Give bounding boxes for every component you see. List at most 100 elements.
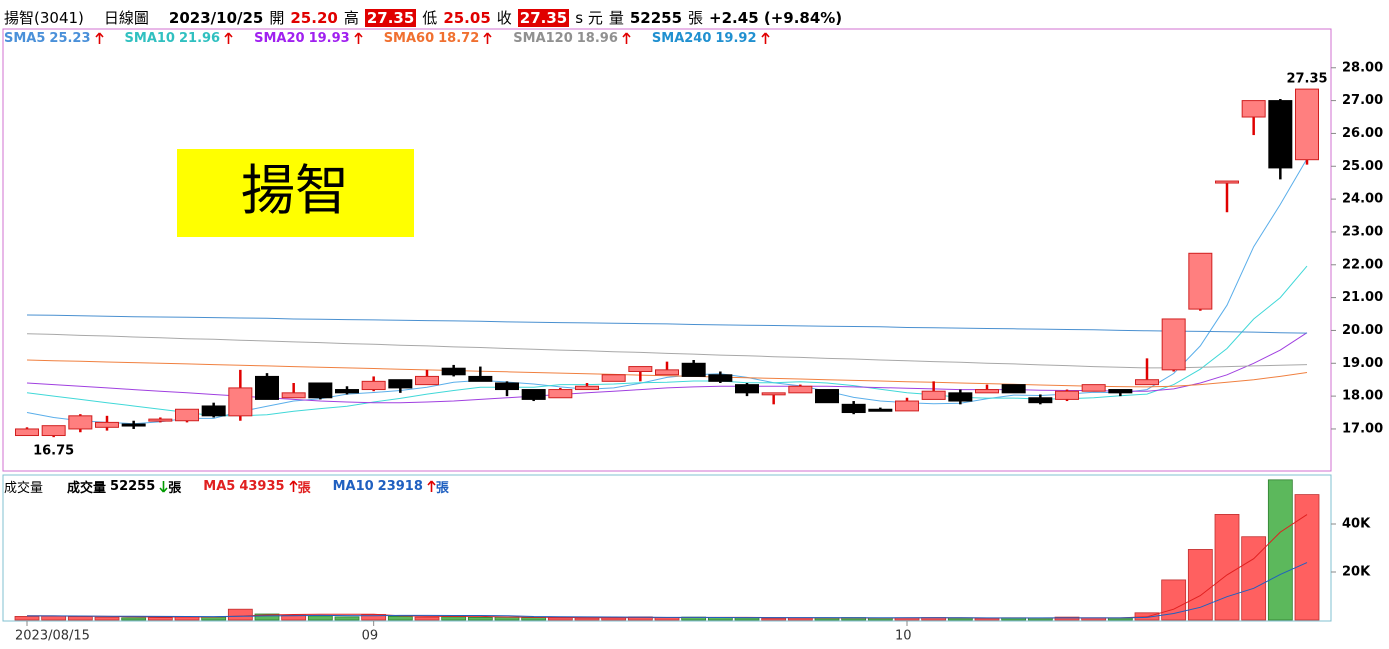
candle-body xyxy=(228,387,253,417)
trend-arrow xyxy=(427,480,436,492)
volume-bar xyxy=(281,614,307,621)
legend-entry: SMA60 18.72 xyxy=(384,31,496,46)
y-tick-label: 26.00 xyxy=(1342,126,1383,141)
legend-value: 21.96 xyxy=(178,31,221,46)
candle-body xyxy=(975,389,999,394)
arrow-shape xyxy=(622,32,631,44)
header: 揚智(3041) 日線圖 2023/10/25 開 25.20 高 27.35 … xyxy=(4,7,848,28)
legend-entry: 成交量 52255 張 xyxy=(67,477,185,496)
y-tick-label: 20K xyxy=(1342,565,1371,580)
legend-entry: SMA5 25.23 xyxy=(4,31,107,46)
candle-body xyxy=(708,374,733,382)
candle-body xyxy=(1241,100,1266,118)
x-tick-label: 09 xyxy=(362,629,379,644)
candle-body xyxy=(1268,100,1293,169)
volume-bar xyxy=(1214,514,1240,621)
legend-name: SMA20 xyxy=(254,31,305,46)
x-tick-label: 10 xyxy=(895,629,912,644)
trend-arrow xyxy=(354,32,363,44)
volume-bar xyxy=(1187,549,1213,621)
legend-name: SMA10 xyxy=(124,31,175,46)
x-tick-label: 2023/08/15 xyxy=(15,629,90,644)
legend-unit: 張 xyxy=(435,481,449,496)
date: 2023/10/25 xyxy=(168,8,264,27)
legend-value: 18.96 xyxy=(576,31,618,46)
y-tick-label: 40K xyxy=(1342,517,1371,532)
volume-bar xyxy=(121,617,147,621)
legend-value: 23918 xyxy=(377,479,423,494)
volume-bar xyxy=(1241,536,1267,621)
legend-entry: SMA120 18.96 xyxy=(513,31,634,46)
volume-bar xyxy=(761,617,787,621)
arrow-shape xyxy=(354,32,363,44)
volume-bar xyxy=(734,617,760,621)
trend-arrow xyxy=(288,480,298,492)
legend-value: 43935 xyxy=(239,479,285,494)
candle-body xyxy=(335,389,359,394)
volume-bar xyxy=(14,616,40,621)
currency: s 元 xyxy=(575,9,603,27)
legend-unit: 張 xyxy=(168,481,182,496)
high-value: 27.35 xyxy=(364,8,417,27)
ma-line xyxy=(27,562,1308,619)
candle-body xyxy=(575,385,599,391)
candle-body xyxy=(495,382,519,391)
candle-body xyxy=(361,380,386,391)
volume-bar xyxy=(41,615,67,621)
volume-bar xyxy=(307,615,333,621)
candle-body xyxy=(601,374,626,382)
volume-bar xyxy=(441,616,467,621)
candle-body xyxy=(868,408,893,412)
volume-bar xyxy=(974,617,1000,621)
volume-unit: 張 xyxy=(688,9,704,27)
volume-label: 量 xyxy=(608,9,624,27)
trend-arrow xyxy=(94,32,104,44)
candle-body xyxy=(255,375,279,400)
candle-body xyxy=(148,418,173,422)
y-tick-label: 23.00 xyxy=(1342,224,1383,239)
arrow-shape xyxy=(224,32,233,44)
candle-body xyxy=(1161,318,1186,371)
candle-body xyxy=(308,382,333,399)
volume-bar xyxy=(334,616,360,621)
volume-bar xyxy=(254,613,280,621)
y-tick-label: 17.00 xyxy=(1342,421,1383,436)
low-value: 25.05 xyxy=(443,8,491,27)
ma-line xyxy=(26,314,1308,334)
volume-bar xyxy=(1294,494,1320,621)
volume-legend: 成交量 成交量 52255 張 MA5 43935 張 MA10 23918 張 xyxy=(4,477,471,496)
legend-name: SMA60 xyxy=(383,31,435,46)
volume-bar xyxy=(414,616,440,621)
arrow-shape xyxy=(760,32,770,44)
legend-value: 18.72 xyxy=(438,31,480,46)
volume-bar xyxy=(227,608,253,621)
candle-body xyxy=(68,415,93,430)
volume-bar xyxy=(201,616,227,621)
candle-body xyxy=(1215,180,1239,184)
annotation: 揚智 xyxy=(241,159,349,222)
open-value: 25.20 xyxy=(290,8,338,27)
candle-body xyxy=(415,375,439,386)
legend-value: 52255 xyxy=(110,479,156,494)
volume-bar xyxy=(574,617,600,621)
candle-body xyxy=(628,366,653,372)
volume-value: 52255 xyxy=(629,8,683,27)
volume-bar xyxy=(947,617,973,621)
volume-bar xyxy=(94,616,120,621)
low-label: 16.75 xyxy=(33,444,74,459)
candle-body xyxy=(1001,384,1026,394)
candle-body xyxy=(468,375,493,382)
trend-arrow xyxy=(483,32,492,44)
arrow-shape xyxy=(483,32,492,44)
candle-body xyxy=(681,362,706,377)
price-legend: SMA5 25.23 SMA10 21.96 SMA20 19.93 SMA60 18.72 S… xyxy=(4,31,791,46)
arrow-shape xyxy=(427,480,436,492)
period: 日線圖 xyxy=(103,9,149,27)
candle-body xyxy=(948,392,973,402)
high-label: 27.35 xyxy=(1286,72,1327,87)
volume-bar xyxy=(1267,479,1293,621)
annotation-box xyxy=(177,149,414,237)
close-label: 收 xyxy=(496,9,512,27)
legend-entry: SMA10 21.96 xyxy=(125,31,237,46)
